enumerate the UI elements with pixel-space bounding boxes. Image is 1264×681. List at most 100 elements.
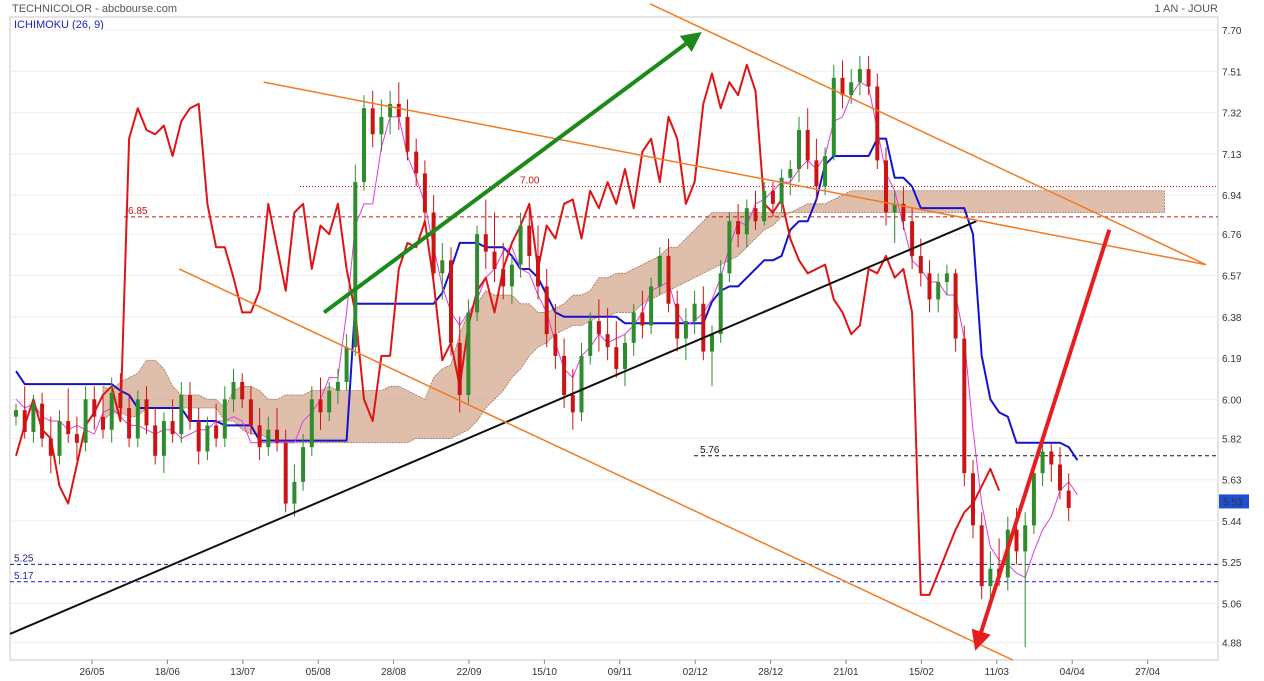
candle-body xyxy=(179,394,184,435)
candle-body xyxy=(849,82,854,96)
last-price-tag: 5.53 xyxy=(1219,494,1249,509)
candle-body xyxy=(718,273,723,335)
y-tick-label: 5.63 xyxy=(1222,476,1242,487)
y-tick-label: 7.32 xyxy=(1222,109,1242,120)
candle-body xyxy=(214,425,219,439)
candle-body xyxy=(692,303,697,322)
level-label: 5.76 xyxy=(700,445,720,456)
candle-body xyxy=(762,190,767,222)
candle-body xyxy=(927,273,932,300)
candle-body xyxy=(570,394,575,413)
candle-body xyxy=(579,355,584,413)
candle-body xyxy=(388,103,393,117)
candle-body xyxy=(788,169,793,178)
candle-body xyxy=(944,273,949,283)
candle-body xyxy=(170,421,175,435)
candle-body xyxy=(736,221,741,235)
candle-body xyxy=(562,355,567,395)
candle-body xyxy=(275,429,279,443)
candle-body xyxy=(466,312,471,395)
candle-body xyxy=(884,160,888,213)
trend-line xyxy=(971,229,1112,651)
candle-body xyxy=(405,116,410,152)
x-tick-label: 27/04 xyxy=(1135,667,1160,678)
x-axis: 26/05 18/06 13/07 05/08 28/08 22/09 15/10 09/11… xyxy=(79,660,1161,678)
candle-body xyxy=(509,264,514,287)
trend-line xyxy=(9,220,977,635)
candle-body xyxy=(1031,473,1036,526)
candle-body xyxy=(953,273,958,339)
candle-body xyxy=(188,394,192,422)
x-tick-label: 13/07 xyxy=(230,667,255,678)
candle-body xyxy=(640,312,645,326)
y-tick-label: 4.88 xyxy=(1222,639,1242,650)
trend-line xyxy=(178,268,1013,661)
trend-line xyxy=(322,31,702,315)
candle-body xyxy=(701,303,706,352)
candle-body xyxy=(66,421,71,435)
candle-body xyxy=(962,338,967,474)
candle-body xyxy=(779,177,784,204)
candle-body xyxy=(649,286,654,326)
candle-body xyxy=(527,225,532,256)
candle-body xyxy=(127,408,132,439)
candle-body xyxy=(14,410,18,417)
candle-body xyxy=(544,286,549,335)
x-tick-label: 28/12 xyxy=(758,667,783,678)
candle-body xyxy=(657,255,662,287)
candle-body xyxy=(101,416,105,430)
candle-body xyxy=(31,403,36,432)
candle-body xyxy=(74,434,79,443)
candle-body xyxy=(831,77,836,157)
candle-body xyxy=(353,182,358,348)
candle-body xyxy=(196,421,201,452)
candle-body xyxy=(536,255,540,287)
grid xyxy=(10,29,1218,644)
candle-body xyxy=(936,282,941,300)
candle-body xyxy=(57,421,62,456)
candle-body xyxy=(683,321,688,339)
level-label: 7.00 xyxy=(520,175,540,186)
candle-body xyxy=(257,425,262,448)
candle-body xyxy=(823,156,828,187)
candle-body xyxy=(1058,464,1062,491)
candle-body xyxy=(475,234,480,313)
last-price-text: 5.53 xyxy=(1223,497,1243,508)
candle-body xyxy=(710,334,714,352)
candle-body xyxy=(153,425,158,456)
y-tick-label: 5.82 xyxy=(1222,434,1242,445)
candle-body xyxy=(840,77,845,96)
candle-body xyxy=(344,347,349,382)
candle-body xyxy=(753,208,758,222)
indicator-label: ICHIMOKU (26, 9) xyxy=(14,19,104,31)
period-label: 1 AN - JOUR xyxy=(1154,3,1218,15)
candle-body xyxy=(1040,451,1045,474)
y-tick-label: 6.19 xyxy=(1222,354,1242,365)
candle-body xyxy=(40,403,45,439)
candle-body xyxy=(396,103,401,117)
candle-body xyxy=(83,399,88,443)
candle-body xyxy=(1023,525,1028,552)
candle-body xyxy=(501,268,506,287)
y-tick-label: 6.00 xyxy=(1222,395,1242,406)
candle-body xyxy=(144,399,149,426)
candle-body xyxy=(457,342,462,395)
candle-body xyxy=(22,410,27,432)
x-tick-label: 05/08 xyxy=(306,667,331,678)
level-label: 6.85 xyxy=(128,206,148,217)
candle-body xyxy=(875,86,880,161)
y-tick-label: 6.76 xyxy=(1222,230,1242,241)
x-tick-label: 26/05 xyxy=(79,667,104,678)
candle-body xyxy=(623,342,627,369)
candle-body xyxy=(266,429,271,448)
x-tick-label: 15/02 xyxy=(909,667,934,678)
y-tick-label: 5.06 xyxy=(1222,600,1242,611)
candle-body xyxy=(892,203,897,213)
candle-body xyxy=(414,151,419,174)
candle-body xyxy=(301,447,306,482)
candle-body xyxy=(918,255,923,274)
candle-body xyxy=(135,399,140,439)
candle-body xyxy=(675,303,680,339)
candle-body xyxy=(379,116,384,135)
